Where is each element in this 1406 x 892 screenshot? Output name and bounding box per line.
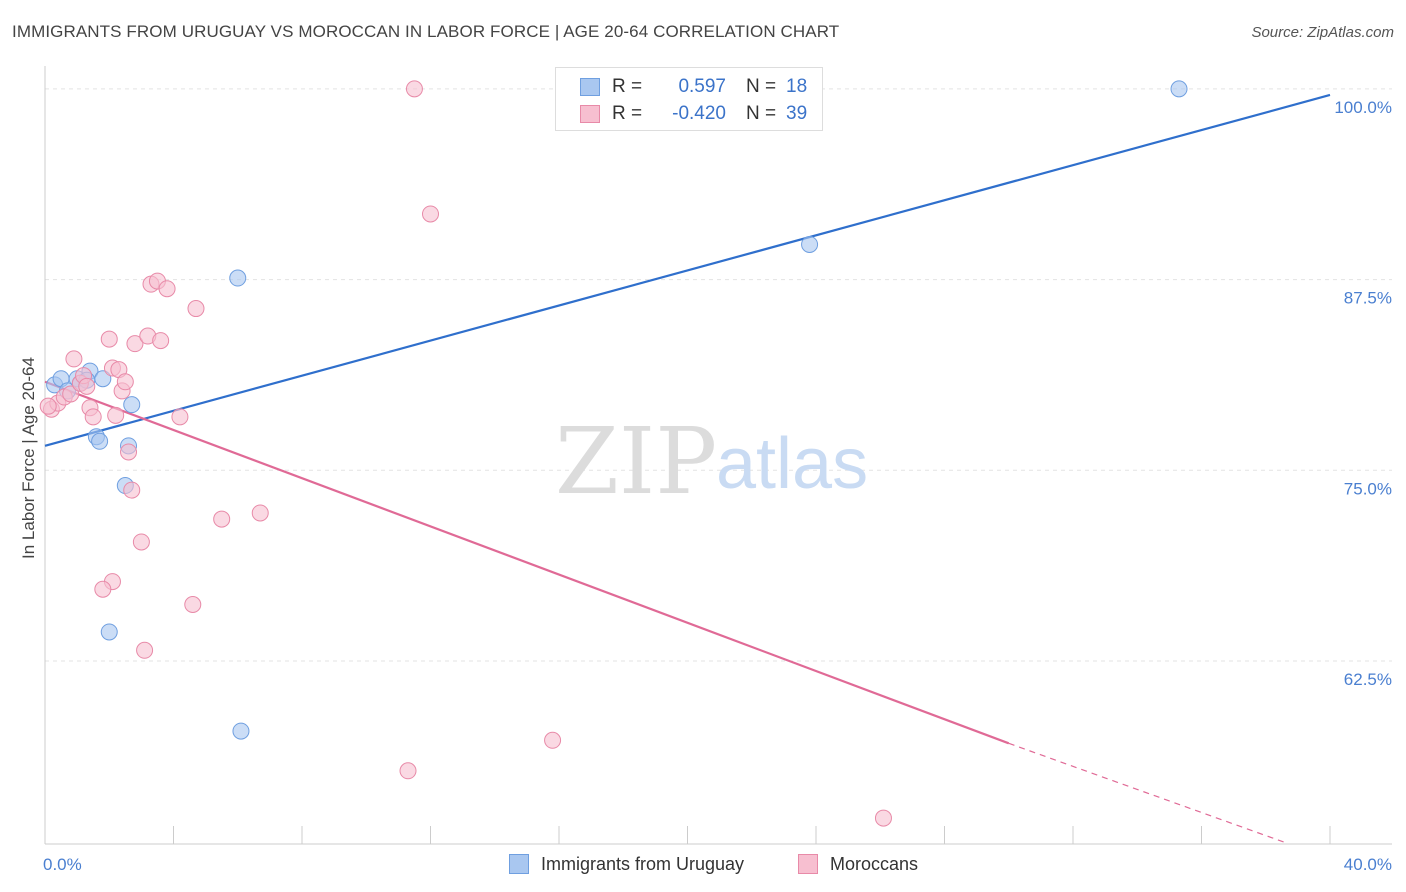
data-points [39, 80, 1188, 827]
bottom-legend-swatch-uruguay [509, 854, 529, 874]
point-moroccans [62, 385, 80, 403]
legend-row-moroccans: R = -0.420 N = 39 [580, 101, 807, 127]
y-tick-label: 75.0% [1344, 479, 1392, 498]
trend-line-uruguay [44, 93, 1331, 447]
point-moroccans [251, 504, 269, 522]
correlation-legend: R = 0.597 N = 18 R = -0.420 N = 39 [555, 67, 823, 131]
point-moroccans [184, 595, 202, 613]
point-uruguay [801, 235, 819, 253]
point-moroccans [152, 332, 170, 350]
y-axis-label: In Labor Force | Age 20-64 [19, 357, 38, 559]
legend-n-label: N = [746, 103, 777, 124]
x-tick-label: 40.0% [1344, 855, 1392, 874]
point-moroccans [158, 280, 176, 298]
point-moroccans [84, 408, 102, 426]
legend-r-label: R = [612, 103, 643, 124]
point-uruguay [123, 396, 141, 414]
point-moroccans [94, 580, 112, 598]
point-moroccans [78, 377, 96, 395]
point-uruguay [100, 623, 118, 641]
point-uruguay [94, 370, 112, 388]
bottom-legend-moroccans: Moroccans [798, 852, 918, 876]
grid [45, 88, 1392, 662]
point-moroccans [107, 406, 125, 424]
bottom-legend-label-moroccans: Moroccans [830, 853, 919, 874]
point-moroccans [171, 408, 189, 426]
watermark-zip: ZIP [555, 408, 717, 515]
point-moroccans [123, 481, 141, 499]
point-moroccans [213, 510, 231, 528]
point-uruguay [91, 432, 109, 450]
point-moroccans [399, 762, 417, 780]
point-moroccans [65, 350, 83, 368]
x-tick-label: 0.0% [43, 855, 82, 874]
bottom-legend-swatch-moroccans [798, 854, 818, 874]
source-label: Source: ZipAtlas.com [1251, 24, 1394, 41]
tick-labels: 62.5% 75.0% 87.5% 100.0% 0.0% 40.0% [43, 98, 1392, 874]
trend-line-moroccans [44, 380, 1010, 745]
trend-line-moroccans-extension [1008, 742, 1286, 844]
legend-r-value: 0.597 [678, 76, 726, 97]
point-moroccans [136, 641, 154, 659]
point-moroccans [116, 373, 134, 391]
point-moroccans [120, 443, 138, 461]
point-moroccans [405, 80, 423, 98]
legend-r-label: R = [612, 76, 643, 97]
legend-swatch-moroccans [580, 105, 600, 123]
watermark-atlas: atlas [716, 424, 868, 504]
point-moroccans [422, 205, 439, 223]
axes [44, 66, 1392, 845]
point-moroccans [874, 809, 892, 827]
point-uruguay [1170, 80, 1188, 98]
bottom-legend-label-uruguay: Immigrants from Uruguay [541, 853, 745, 874]
trend-lines [44, 93, 1331, 844]
point-moroccans [544, 731, 562, 749]
point-moroccans [39, 397, 57, 415]
legend-r-value: -0.420 [672, 103, 726, 124]
y-tick-label: 62.5% [1344, 670, 1392, 689]
point-moroccans [132, 533, 150, 551]
point-moroccans [100, 330, 118, 348]
chart-title: IMMIGRANTS FROM URUGUAY VS MOROCCAN IN L… [12, 22, 840, 41]
y-tick-label: 100.0% [1334, 98, 1392, 117]
legend-n-value: 18 [786, 76, 808, 97]
legend-swatch-uruguay [580, 78, 600, 96]
watermark: ZIP atlas [555, 408, 868, 515]
point-uruguay [232, 722, 250, 740]
point-moroccans [187, 300, 205, 318]
bottom-legend-uruguay: Immigrants from Uruguay [509, 852, 744, 876]
legend-n-label: N = [746, 76, 777, 97]
y-tick-label: 87.5% [1344, 289, 1392, 308]
legend-n-value: 39 [786, 103, 808, 124]
point-uruguay [229, 269, 247, 287]
legend-row-uruguay: R = 0.597 N = 18 [580, 74, 807, 100]
point-moroccans [126, 335, 144, 353]
